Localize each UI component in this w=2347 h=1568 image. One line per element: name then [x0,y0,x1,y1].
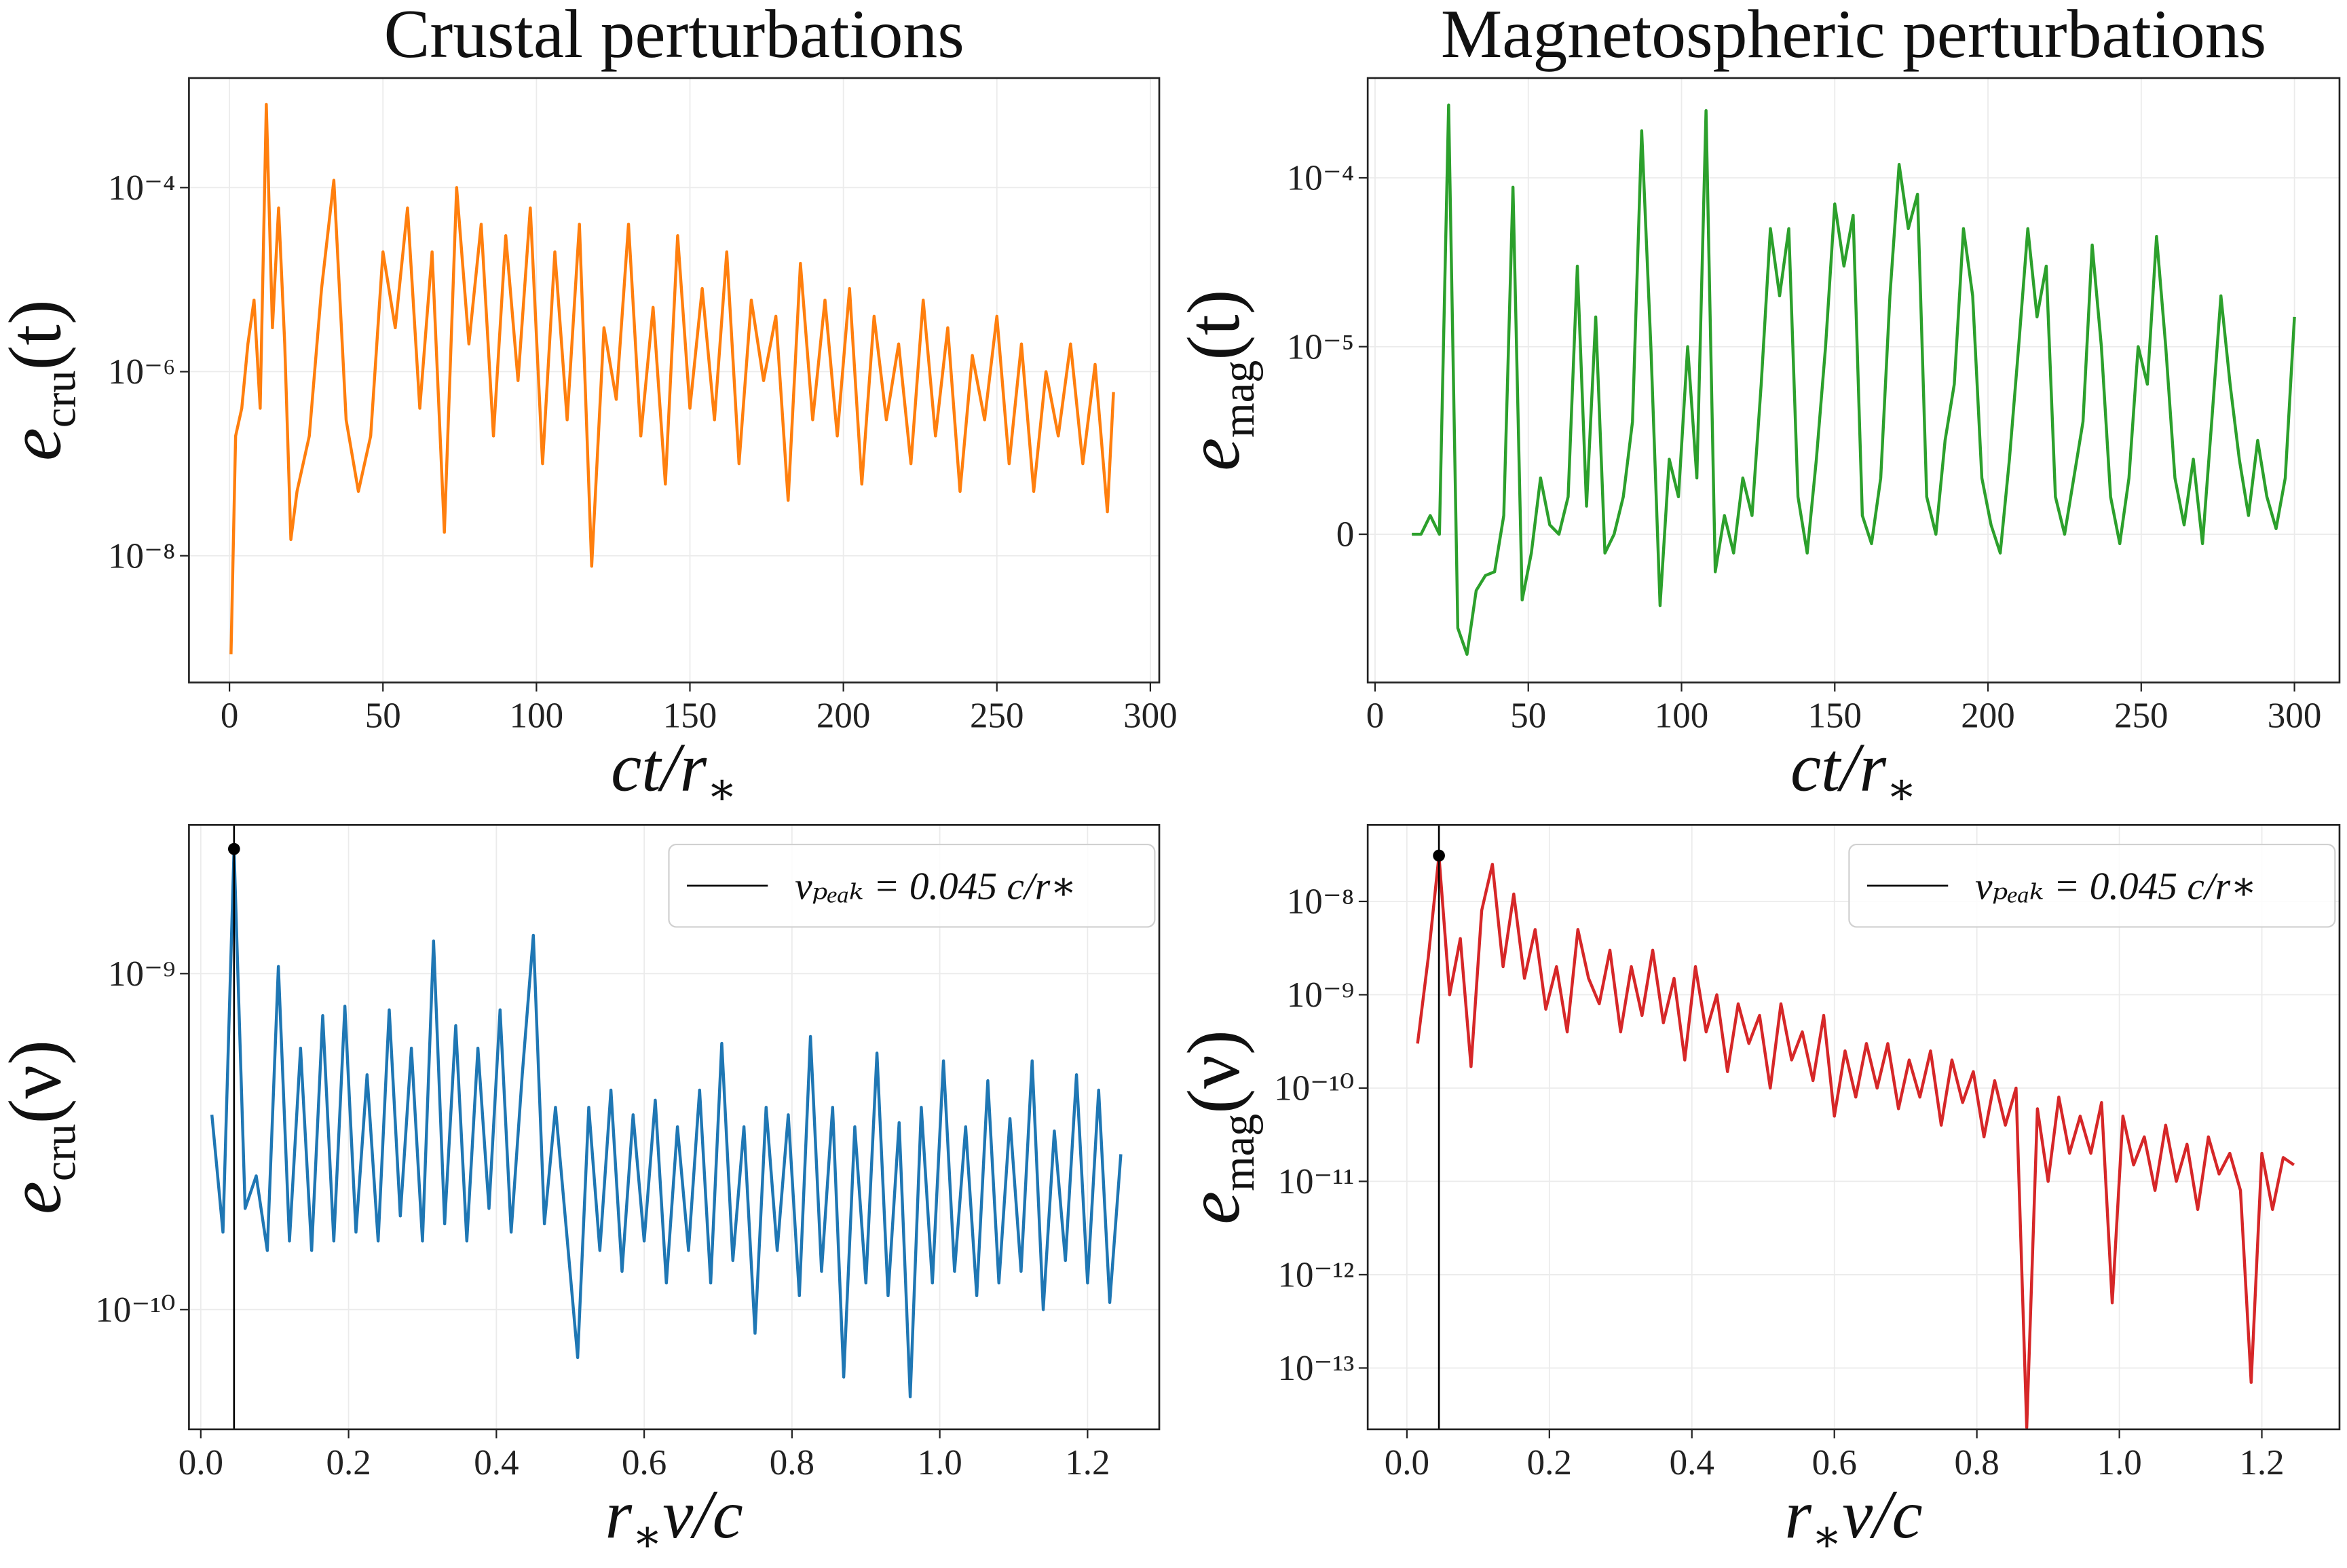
x-tick-label: 0.0 [1385,1443,1429,1482]
y-tick-label: 10⁻¹⁰ [1274,1069,1354,1108]
y-tick-label: 10⁻⁹ [1287,975,1354,1015]
peak-marker [227,842,240,855]
label-part: ct/r [611,729,707,806]
plot-frame [1366,823,2341,1431]
y-tick-label: 10⁻¹³ [1277,1349,1354,1388]
label-subscript: mag [1214,1114,1264,1191]
y-tick-label: 10⁻⁶ [108,352,175,392]
chart-title: Crustal perturbations [384,0,964,72]
y-tick-label: 10⁻¹⁰ [95,1290,175,1330]
label-subscript: cru [35,1123,85,1181]
x-tick-label: 0.8 [1955,1443,1999,1482]
plot-frame [1366,77,2341,684]
x-tick-label: 50 [365,696,401,736]
x-axis-label: r∗ν/c [605,1476,743,1561]
x-tick-label: 100 [510,696,564,736]
legend-box [1848,843,2336,928]
y-tick-label: 10⁻⁴ [108,168,175,208]
y-tick-label: 10⁻¹¹ [1277,1162,1354,1201]
x-tick-label: 0.2 [1527,1443,1572,1482]
label-part: (ν) [1172,1030,1255,1114]
x-tick-label: 100 [1655,696,1709,736]
y-tick-label: 10⁻⁴ [1287,159,1354,198]
label-part: r [605,1476,633,1552]
label-subscript: ∗ [707,764,737,814]
label-part: ν/c [1842,1476,1922,1552]
label-part: e [0,428,76,461]
y-tick-label: 10⁻⁵ [1287,327,1354,367]
legend-label: νₚₑₐₖ = 0.045 c/r∗ [1975,865,2257,908]
x-tick-label: 1.2 [1065,1443,1110,1482]
label-subscript: mag [1214,360,1264,438]
label-part: (ν) [0,1040,76,1124]
x-tick-label: 1.0 [917,1443,962,1482]
y-tick-label: 10⁻⁹ [108,954,175,994]
label-subscript: ∗ [1886,764,1917,814]
label-part: e [1172,1191,1255,1225]
y-axis-label: emag(ν) [1172,1030,1264,1225]
x-tick-label: 200 [1961,696,2015,736]
data-line [1416,854,2295,1430]
y-axis-label: emag(t) [1172,289,1264,470]
x-tick-label: 250 [970,696,1024,736]
plot-frame [188,823,1161,1431]
y-tick-label: 10⁻⁸ [1287,882,1354,922]
label-part: (t) [0,299,76,370]
y-axis-label: ecru(ν) [0,1040,85,1214]
plot-frame [188,77,1161,684]
label-part: r [1785,1476,1812,1552]
x-tick-label: 150 [1808,696,1862,736]
legend-box [668,843,1156,928]
label-part: ν/c [662,1476,743,1552]
x-tick-label: 300 [2268,696,2322,736]
x-tick-label: 0.6 [1812,1443,1857,1482]
label-part: (t) [1172,289,1255,360]
x-tick-label: 0.2 [326,1443,371,1482]
x-tick-label: 1.2 [2239,1443,2284,1482]
y-tick-label: 10⁻⁸ [108,536,175,576]
x-tick-label: 0.4 [474,1443,519,1482]
x-tick-label: 300 [1123,696,1178,736]
x-tick-label: 0 [221,696,239,736]
x-tick-label: 0.8 [770,1443,814,1482]
data-line [210,847,1123,1399]
x-axis-label: ct/r∗ [611,729,737,815]
label-subscript: cru [35,370,85,428]
label-part: e [0,1181,76,1214]
peak-marker [1433,849,1445,862]
x-tick-label: 0.6 [622,1443,666,1482]
y-axis-label: ecru(t) [0,299,85,461]
data-line [229,102,1115,654]
data-line [1412,103,2296,656]
legend-label: νₚₑₐₖ = 0.045 c/r∗ [795,865,1076,908]
x-tick-label: 150 [663,696,717,736]
x-axis-label: ct/r∗ [1790,729,1917,815]
label-part: ct/r [1790,729,1887,806]
x-axis-label: r∗ν/c [1785,1476,1923,1561]
y-tick-label: 0 [1336,515,1355,555]
x-tick-label: 0 [1366,696,1385,736]
x-tick-label: 50 [1510,696,1546,736]
x-tick-label: 200 [816,696,871,736]
label-subscript: ∗ [632,1512,662,1561]
x-tick-label: 0.0 [179,1443,223,1482]
label-part: e [1172,438,1255,471]
x-tick-label: 1.0 [2097,1443,2141,1482]
x-tick-label: 250 [2114,696,2168,736]
label-subscript: ∗ [1811,1512,1842,1561]
chart-title: Magnetospheric perturbations [1441,0,2266,72]
y-tick-label: 10⁻¹² [1277,1256,1354,1295]
x-tick-label: 0.4 [1670,1443,1714,1482]
